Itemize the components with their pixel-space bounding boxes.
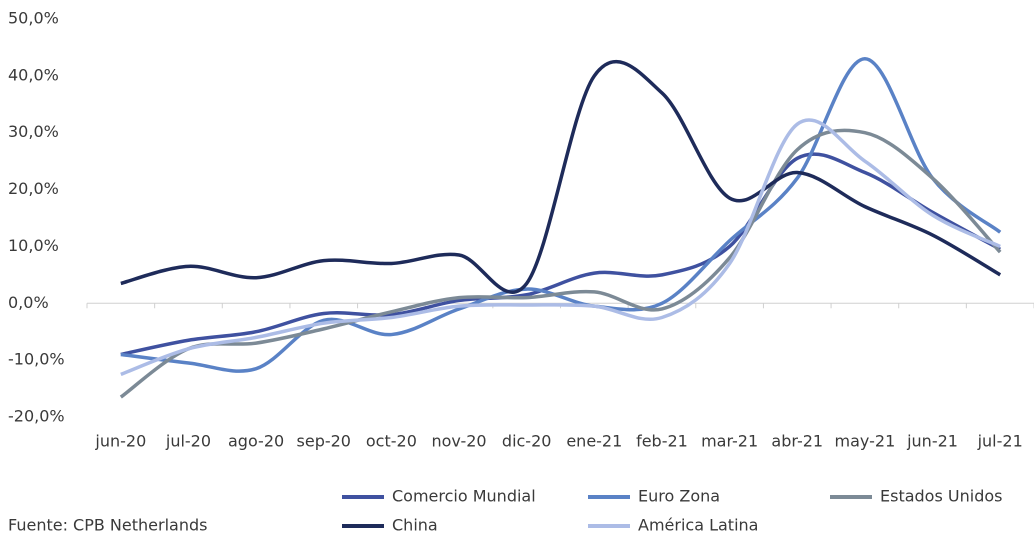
x-tick-label: oct-20 [366,432,417,451]
x-tick-label: sep-20 [297,432,351,451]
series-line [120,60,1002,294]
x-tick-label: ago-20 [228,432,284,451]
y-tick-label: 10,0% [8,236,59,255]
legend-label: Estados Unidos [880,487,1002,506]
x-tick-label: jun-21 [906,432,958,451]
y-tick-label: 0,0% [8,293,49,312]
x-tick-label: mar-21 [701,432,758,451]
legend-label: América Latina [638,516,758,535]
series-line [120,152,1002,357]
y-tick-label: 40,0% [8,65,59,84]
x-tick-label: dic-20 [502,432,552,451]
x-tick-label: abr-21 [771,432,823,451]
legend-label: China [392,516,438,535]
y-tick-label: 50,0% [8,9,59,28]
x-tick-label: jun-20 [94,432,146,451]
x-tick-label: ene-21 [566,432,622,451]
series-line [119,128,1002,399]
legend-label: Euro Zona [638,487,720,506]
legend-label: Comercio Mundial [392,487,536,506]
x-tick-label: nov-20 [431,432,486,451]
x-tick-label: jul-20 [165,432,211,451]
y-tick-label: -20,0% [8,407,65,426]
x-tick-label: feb-21 [636,432,688,451]
series-line [120,57,1002,373]
x-tick-label: jul-21 [977,432,1023,451]
y-tick-label: 30,0% [8,122,59,141]
source: Fuente: CPB Netherlands [8,516,207,535]
series-line [120,118,1001,376]
x-tick-label: may-21 [835,432,896,451]
y-tick-label: -10,0% [8,350,65,369]
y-tick-label: 20,0% [8,179,59,198]
